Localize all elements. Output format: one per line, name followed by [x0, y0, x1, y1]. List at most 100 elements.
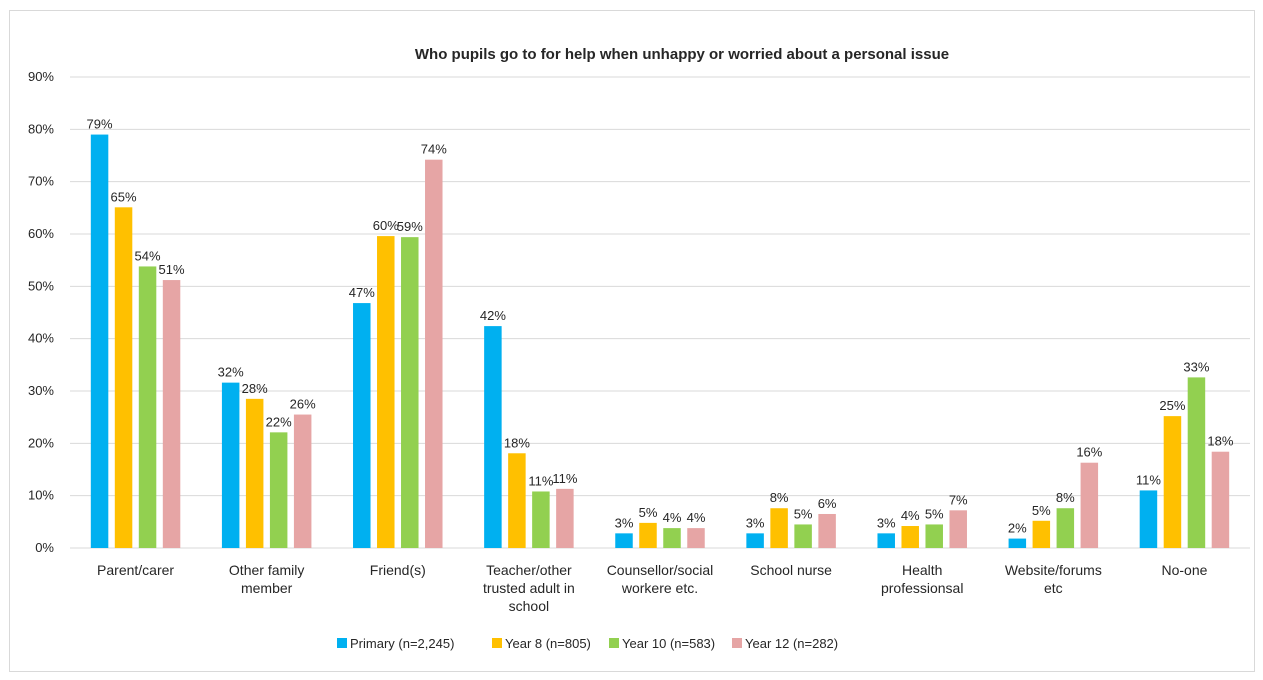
data-label: 6% — [818, 496, 837, 511]
bar — [1032, 520, 1051, 548]
data-label: 22% — [266, 414, 292, 429]
x-category-label: Friend(s) — [370, 562, 426, 578]
data-label: 33% — [1183, 359, 1209, 374]
y-tick-label: 40% — [28, 331, 54, 346]
bar — [639, 522, 657, 548]
data-label: 8% — [1056, 490, 1075, 505]
bar — [1139, 490, 1158, 548]
bar — [1163, 416, 1182, 548]
legend-label: Year 12 (n=282) — [745, 636, 838, 651]
bar — [818, 513, 836, 548]
bar — [687, 528, 705, 548]
data-label: 5% — [1032, 503, 1051, 518]
data-label: 25% — [1159, 398, 1185, 413]
data-label: 18% — [504, 435, 530, 450]
bar — [377, 236, 395, 549]
x-category-label: Counsellor/social — [607, 562, 714, 578]
x-category-label: etc — [1044, 580, 1063, 596]
bar — [90, 134, 109, 549]
data-label: 28% — [242, 381, 268, 396]
bar — [114, 207, 133, 548]
bar — [663, 528, 681, 548]
x-category-label: Website/forums — [1005, 562, 1102, 578]
bar — [532, 491, 550, 548]
data-label: 74% — [421, 142, 447, 157]
data-labels: 79% 32% 47% 42% 3% 3% 3% 2% 11% 65% 28% 60% 18% 5% 8% 4… — [87, 117, 1234, 536]
x-axis-categories: Parent/carer Other family member Friend(s) T… — [97, 562, 1208, 614]
data-label: 3% — [877, 515, 896, 530]
legend-label: Year 10 (n=583) — [622, 636, 715, 651]
legend-swatch — [732, 638, 742, 648]
x-category-label: Other family — [229, 562, 304, 578]
data-label: 4% — [687, 510, 706, 525]
bar — [162, 280, 181, 548]
data-label: 16% — [1076, 445, 1102, 460]
bar — [269, 432, 288, 548]
data-label: 11% — [528, 473, 553, 488]
data-label: 18% — [1207, 434, 1233, 449]
bar — [484, 326, 502, 548]
bar — [1008, 538, 1027, 548]
bar — [770, 508, 788, 548]
legend-swatch — [337, 638, 347, 648]
legend-swatch — [492, 638, 502, 648]
data-label: 79% — [87, 117, 113, 132]
legend-label: Year 8 (n=805) — [505, 636, 591, 651]
bar — [1211, 451, 1230, 548]
bar — [1080, 462, 1099, 548]
data-label: 11% — [1136, 472, 1161, 487]
data-label: 11% — [552, 471, 577, 486]
bar — [293, 414, 312, 548]
data-label: 42% — [480, 308, 506, 323]
y-tick-label: 0% — [35, 540, 54, 555]
bar — [221, 382, 240, 548]
legend: Primary (n=2,245) Year 8 (n=805) Year 10 (… — [337, 636, 838, 651]
gridlines — [70, 76, 1250, 549]
bar — [508, 453, 526, 548]
bar — [556, 488, 574, 548]
data-label: 8% — [770, 490, 789, 505]
data-label: 54% — [135, 248, 161, 263]
data-label: 32% — [218, 365, 244, 380]
chart-frame: Who pupils go to for help when unhappy o… — [9, 10, 1255, 672]
data-label: 3% — [746, 515, 765, 530]
data-label: 2% — [1008, 521, 1027, 536]
bar — [794, 524, 812, 548]
data-label: 4% — [663, 510, 682, 525]
bar — [401, 237, 419, 548]
y-tick-label: 50% — [28, 278, 54, 293]
y-tick-label: 60% — [28, 226, 54, 241]
x-category-label: Parent/carer — [97, 562, 174, 578]
data-label: 3% — [615, 515, 634, 530]
bar — [615, 533, 633, 548]
x-category-label: No-one — [1161, 562, 1207, 578]
chart-title: Who pupils go to for help when unhappy o… — [415, 46, 949, 63]
y-tick-label: 10% — [28, 488, 54, 503]
data-label: 4% — [901, 508, 920, 523]
y-axis-ticks: 0% 10% 20% 30% 40% 50% 60% 70% 80% 90% — [28, 69, 54, 555]
bar — [1187, 377, 1206, 548]
data-label: 51% — [159, 262, 185, 277]
y-tick-label: 30% — [28, 383, 54, 398]
data-label: 7% — [949, 492, 968, 507]
x-category-label: school — [509, 598, 549, 614]
data-label: 5% — [794, 506, 813, 521]
bar — [949, 510, 967, 548]
y-tick-label: 90% — [28, 69, 54, 84]
data-label: 26% — [290, 397, 316, 412]
legend-label: Primary (n=2,245) — [350, 636, 454, 651]
y-tick-label: 70% — [28, 174, 54, 189]
bar — [877, 533, 895, 548]
bar — [746, 533, 764, 548]
x-category-label: workere etc. — [621, 580, 698, 596]
bar — [425, 159, 443, 549]
x-category-label: trusted adult in — [483, 580, 575, 596]
data-label: 5% — [639, 505, 658, 520]
data-label: 5% — [925, 506, 944, 521]
x-category-label: School nurse — [750, 562, 832, 578]
x-category-label: Teacher/other — [486, 562, 572, 578]
y-tick-label: 20% — [28, 435, 54, 450]
bars — [90, 134, 1230, 549]
x-category-label: Health — [902, 562, 942, 578]
x-category-label: professionsal — [881, 580, 964, 596]
